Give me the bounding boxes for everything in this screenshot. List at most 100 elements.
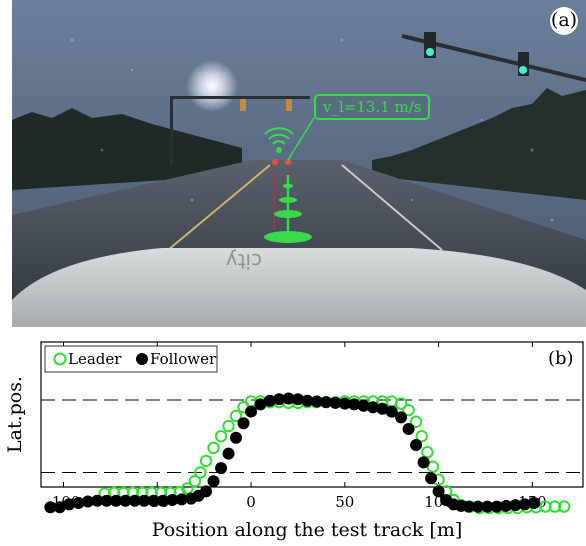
follower-point xyxy=(100,494,113,507)
follower-point xyxy=(417,456,430,469)
lane-marking-right xyxy=(341,164,443,251)
follower-point xyxy=(166,494,179,507)
car-hood xyxy=(12,248,586,327)
follower-point xyxy=(156,494,169,507)
leader-point xyxy=(207,441,220,455)
leader-point xyxy=(229,409,243,423)
follower-point xyxy=(110,494,123,507)
dashcam-photo-panel: city (a) v_l=13.1 m/s xyxy=(12,0,586,327)
x-axis-label: Position along the test track [m] xyxy=(152,519,463,541)
legend: Leader Follower xyxy=(44,345,218,373)
trajectory-marker-3 xyxy=(274,210,302,218)
plot-frame xyxy=(40,341,584,488)
follower-point xyxy=(329,396,342,409)
follower-point xyxy=(509,499,522,512)
dashcam-photo: city xyxy=(12,0,586,327)
follower-point xyxy=(320,396,333,409)
rain-drops xyxy=(70,38,554,222)
leader-point xyxy=(558,500,571,513)
follower-point xyxy=(53,501,66,514)
leader-point xyxy=(188,475,201,488)
leader-point xyxy=(222,419,235,433)
follower-point xyxy=(425,472,438,485)
follower-point xyxy=(230,431,243,444)
follower-point xyxy=(410,438,423,451)
follower-point xyxy=(481,500,494,513)
lead-car-taillight-left xyxy=(272,159,278,165)
follower-point xyxy=(138,494,151,507)
leader-point xyxy=(181,482,194,495)
follower-point xyxy=(263,394,276,407)
traffic-light-mid xyxy=(286,99,292,111)
legend-box xyxy=(44,345,218,373)
follower-point xyxy=(338,397,351,410)
follower-point xyxy=(207,475,220,488)
panel-a-label: (a) xyxy=(550,7,578,35)
leader-point xyxy=(421,446,434,459)
reference-lines xyxy=(41,399,583,474)
follower-point xyxy=(490,500,503,513)
lateral-position-chart: -100-50050100150 Leader Follower (b) Lat… xyxy=(4,341,584,541)
leader-point xyxy=(194,466,207,479)
leader-point xyxy=(394,397,408,410)
legend-follower-marker xyxy=(136,353,148,365)
y-axis-label: Lat.pos. xyxy=(4,376,26,453)
traffic-light-green-2 xyxy=(519,66,527,74)
follower-point xyxy=(44,501,57,514)
follower-point xyxy=(500,499,513,512)
panel-b-label: (b) xyxy=(548,348,574,369)
leader-point xyxy=(409,415,423,428)
traffic-light-left xyxy=(240,99,246,111)
follower-point xyxy=(432,485,445,498)
follower-point xyxy=(348,398,361,411)
street-lamp-glow xyxy=(186,60,238,112)
follower-point xyxy=(119,494,132,507)
follower-point xyxy=(402,423,415,435)
follower-point xyxy=(366,401,379,414)
follower-point xyxy=(91,494,104,507)
leader-point xyxy=(539,500,552,513)
follower-point xyxy=(245,405,258,418)
leader-point xyxy=(199,454,213,468)
follower-point xyxy=(128,494,141,507)
trajectory-marker-4 xyxy=(264,231,312,243)
v2v-signal-icon xyxy=(264,127,294,153)
follower-point xyxy=(215,462,228,475)
trajectory-marker-1 xyxy=(283,183,293,189)
follower-point xyxy=(282,392,295,405)
hood-logo-text: city xyxy=(226,249,262,273)
follower-series xyxy=(44,392,541,514)
leader-point xyxy=(426,460,440,473)
follower-point xyxy=(385,405,398,418)
follower-point xyxy=(518,498,531,511)
follower-point xyxy=(222,447,235,460)
leader-point xyxy=(402,403,415,417)
follower-point xyxy=(237,417,250,430)
panel-b-label-group: (b) xyxy=(545,346,579,370)
speed-label: v_l=13.1 m/s xyxy=(314,94,431,120)
follower-point xyxy=(395,411,408,424)
follower-point xyxy=(200,485,213,498)
follower-point xyxy=(310,395,323,408)
follower-point xyxy=(301,394,314,407)
follower-point xyxy=(72,496,85,509)
panel-b-label-bg xyxy=(545,346,579,370)
traffic-light-green-1 xyxy=(426,48,434,56)
trajectory-marker-2 xyxy=(279,197,297,203)
signal-arm-left xyxy=(170,96,310,99)
legend-follower-label: Follower xyxy=(150,350,217,368)
follower-point xyxy=(462,500,475,513)
x-tick-label: 0 xyxy=(246,493,256,511)
right-tree-line xyxy=(372,88,586,200)
follower-point xyxy=(376,402,389,415)
follower-point xyxy=(273,393,286,406)
follower-point xyxy=(81,495,94,508)
follower-point xyxy=(291,393,304,406)
follower-point xyxy=(357,399,370,412)
legend-leader-label: Leader xyxy=(68,350,122,368)
x-tick-label: 50 xyxy=(335,493,354,511)
legend-leader-marker xyxy=(53,352,67,366)
leader-point xyxy=(415,430,428,443)
left-tree-line xyxy=(12,108,242,190)
follower-point xyxy=(147,494,160,507)
